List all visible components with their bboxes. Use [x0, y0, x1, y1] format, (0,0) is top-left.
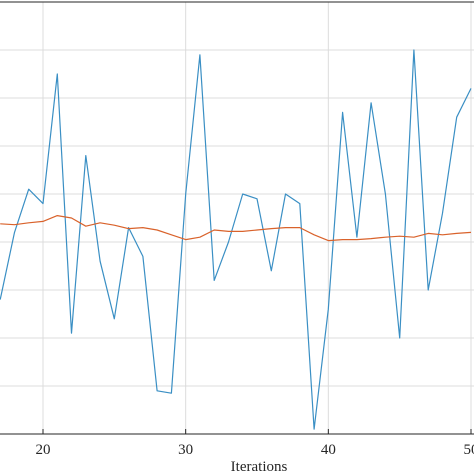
x-tick-label: 20 — [36, 442, 51, 458]
data-lines — [0, 49, 472, 430]
x-axis-title: Iterations — [231, 459, 288, 474]
x-tick-label: 50 — [464, 442, 474, 458]
grid-lines — [0, 1, 474, 435]
series-line-1 — [0, 49, 472, 430]
series-line-2 — [0, 215, 472, 242]
x-tick-labels: 20 30 40 50 — [36, 442, 474, 458]
x-tick-label: 40 — [321, 442, 336, 458]
plot-frame — [0, 1, 474, 435]
x-tick-label: 30 — [178, 442, 193, 458]
